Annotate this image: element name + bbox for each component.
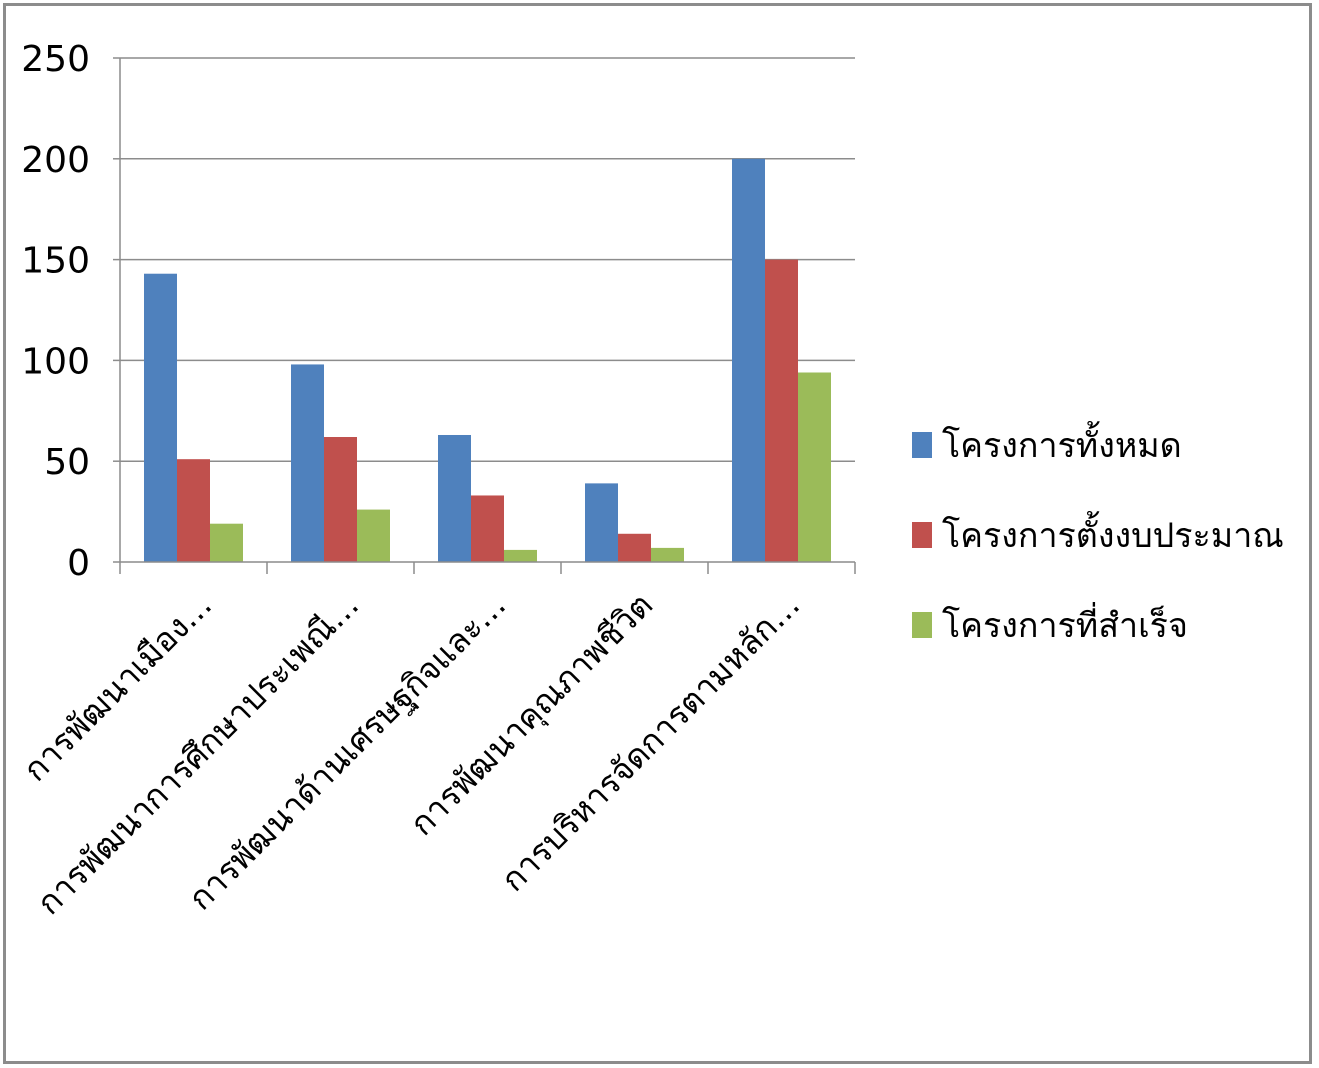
category-label: การพัฒนาการศึกษาประเพณี... [29, 585, 366, 922]
legend-label: โครงการที่สำเร็จ [942, 602, 1188, 646]
bar-3-1 [210, 523, 243, 562]
category-label: การพัฒนาด้านเศรษฐกิจและ... [181, 585, 514, 918]
y-tick-label: 150 [21, 241, 90, 282]
bar-3-5 [798, 372, 831, 562]
legend: โครงการทั้งหมดโครงการตั้งงบประมาณโครงการ… [912, 421, 1284, 646]
bar-2-5 [765, 259, 798, 562]
y-tick-labels: 0 50 100 150 200 250 [21, 39, 90, 584]
bars [144, 158, 831, 563]
axes [113, 57, 856, 574]
bar-1-2 [291, 364, 324, 562]
legend-swatch [912, 522, 932, 548]
legend-label: โครงการตั้งงบประมาณ [942, 511, 1284, 556]
bar-2-1 [177, 459, 210, 562]
legend-swatch [912, 432, 932, 458]
bar-2-3 [471, 495, 504, 562]
bar-3-2 [357, 509, 390, 562]
category-labels: การพัฒนาเมือง...การพัฒนาการศึกษาประเพณี.… [15, 585, 807, 922]
bar-2-4 [618, 533, 651, 562]
bar-3-4 [651, 547, 684, 562]
bar-3-3 [504, 549, 537, 562]
legend-label: โครงการทั้งหมด [942, 421, 1182, 466]
y-tick-label: 200 [21, 140, 90, 181]
y-tick-label: 250 [21, 39, 90, 80]
category-label: การพัฒนาคุณภาพชีวิต [402, 585, 661, 844]
bar-1-5 [732, 158, 765, 563]
y-tick-label: 50 [44, 442, 90, 483]
category-label: การบริหารจัดการตามหลัก... [493, 585, 807, 899]
y-tick-label: 100 [21, 341, 90, 382]
y-tick-label: 0 [67, 543, 90, 584]
bar-2-2 [324, 437, 357, 562]
bar-1-4 [585, 483, 618, 562]
bar-1-3 [438, 434, 471, 562]
legend-swatch [912, 612, 932, 638]
bar-1-1 [144, 273, 177, 562]
